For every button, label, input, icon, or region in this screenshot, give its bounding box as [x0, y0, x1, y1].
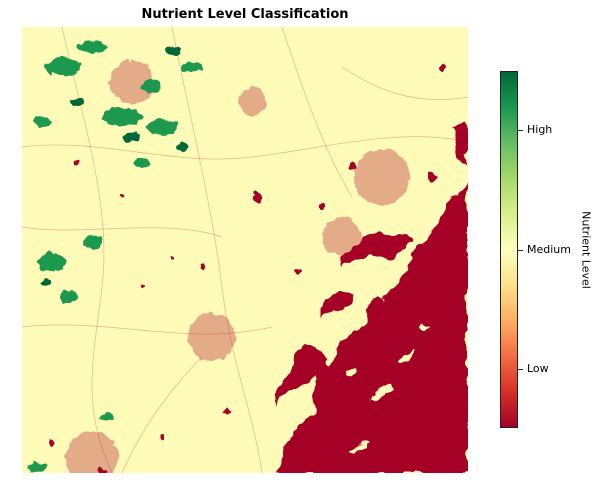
map-title: Nutrient Level Classification	[141, 7, 349, 22]
colorbar-label-high: High	[527, 123, 553, 136]
colorbar-label-medium: Medium	[527, 243, 571, 256]
colorbar-label-low: Low	[527, 362, 549, 375]
colorbar	[500, 71, 518, 428]
colorbar-tick-medium	[518, 250, 523, 251]
map-canvas	[22, 27, 468, 473]
estuary-islands	[345, 325, 430, 454]
colorbar-tick-high	[518, 130, 523, 131]
colorbar-title: Nutrient Level	[579, 211, 593, 289]
low-urban-patches	[66, 60, 410, 473]
high-zone	[28, 41, 202, 472]
low-speckles	[49, 64, 445, 473]
nutrient-map	[22, 27, 468, 473]
colorbar-tick-low	[518, 369, 523, 370]
low-zone	[272, 122, 468, 473]
